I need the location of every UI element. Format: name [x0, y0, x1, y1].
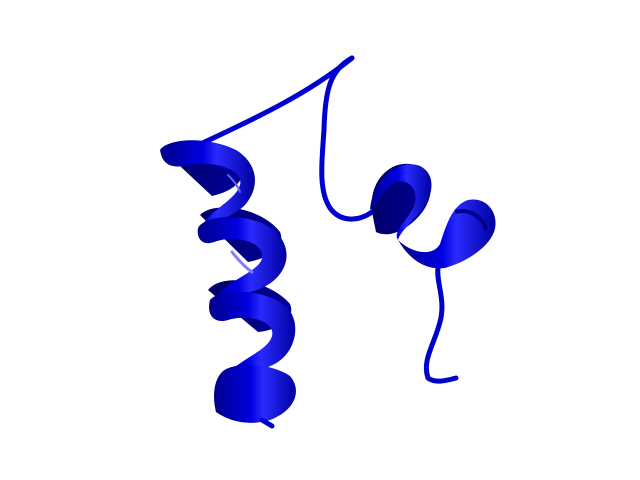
coil-tail — [424, 265, 459, 384]
coil-peak-descent — [319, 55, 375, 222]
helix-2 — [370, 163, 496, 269]
helix-1 — [160, 140, 296, 429]
